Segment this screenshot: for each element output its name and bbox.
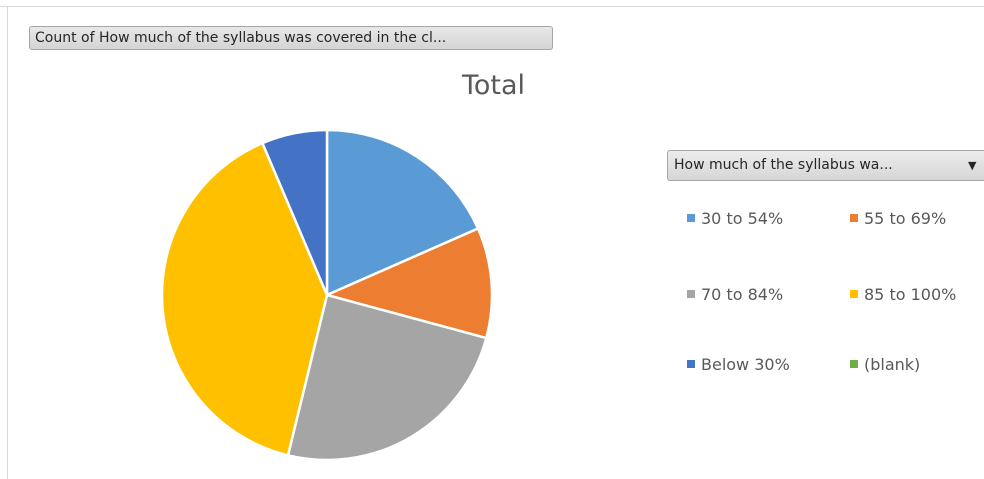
legend-item-85-100[interactable]: 85 to 100% — [850, 285, 956, 305]
legend-swatch — [850, 290, 858, 298]
legend-label: 70 to 84% — [701, 285, 784, 304]
legend-label: (blank) — [864, 355, 921, 374]
plot-area-border-left — [7, 6, 8, 479]
pie-slice-4[interactable] — [261, 128, 329, 297]
legend-swatch — [850, 360, 858, 368]
legend-label: Below 30% — [701, 355, 790, 374]
legend-label: 85 to 100% — [864, 285, 957, 304]
legend-label: 30 to 54% — [701, 209, 784, 228]
legend-label: 55 to 69% — [864, 209, 947, 228]
pie-slice-1[interactable] — [325, 227, 494, 340]
legend-item-blank[interactable]: (blank) — [850, 355, 920, 375]
plot-area-border-top — [0, 6, 984, 7]
legend-field-button[interactable]: How much of the syllabus wa... ▼ — [667, 150, 984, 181]
legend-item-55-69[interactable]: 55 to 69% — [850, 209, 946, 229]
pie-slice-0[interactable] — [325, 128, 480, 297]
legend-swatch — [687, 214, 695, 222]
value-field-button[interactable]: Count of How much of the syllabus was co… — [29, 26, 553, 50]
legend-swatch — [687, 290, 695, 298]
legend-swatch — [687, 360, 695, 368]
legend-field-label: How much of the syllabus wa... — [674, 157, 893, 173]
legend-item-70-84[interactable]: 70 to 84% — [687, 285, 783, 305]
legend-swatch — [850, 214, 858, 222]
dropdown-arrow-icon[interactable]: ▼ — [968, 159, 977, 172]
chart-title: Total — [462, 70, 526, 101]
pie-slice-3[interactable] — [160, 141, 329, 457]
pie-slice-2[interactable] — [286, 293, 488, 462]
legend-item-30-54[interactable]: 30 to 54% — [687, 209, 783, 229]
legend-item-below-30[interactable]: Below 30% — [687, 355, 790, 375]
